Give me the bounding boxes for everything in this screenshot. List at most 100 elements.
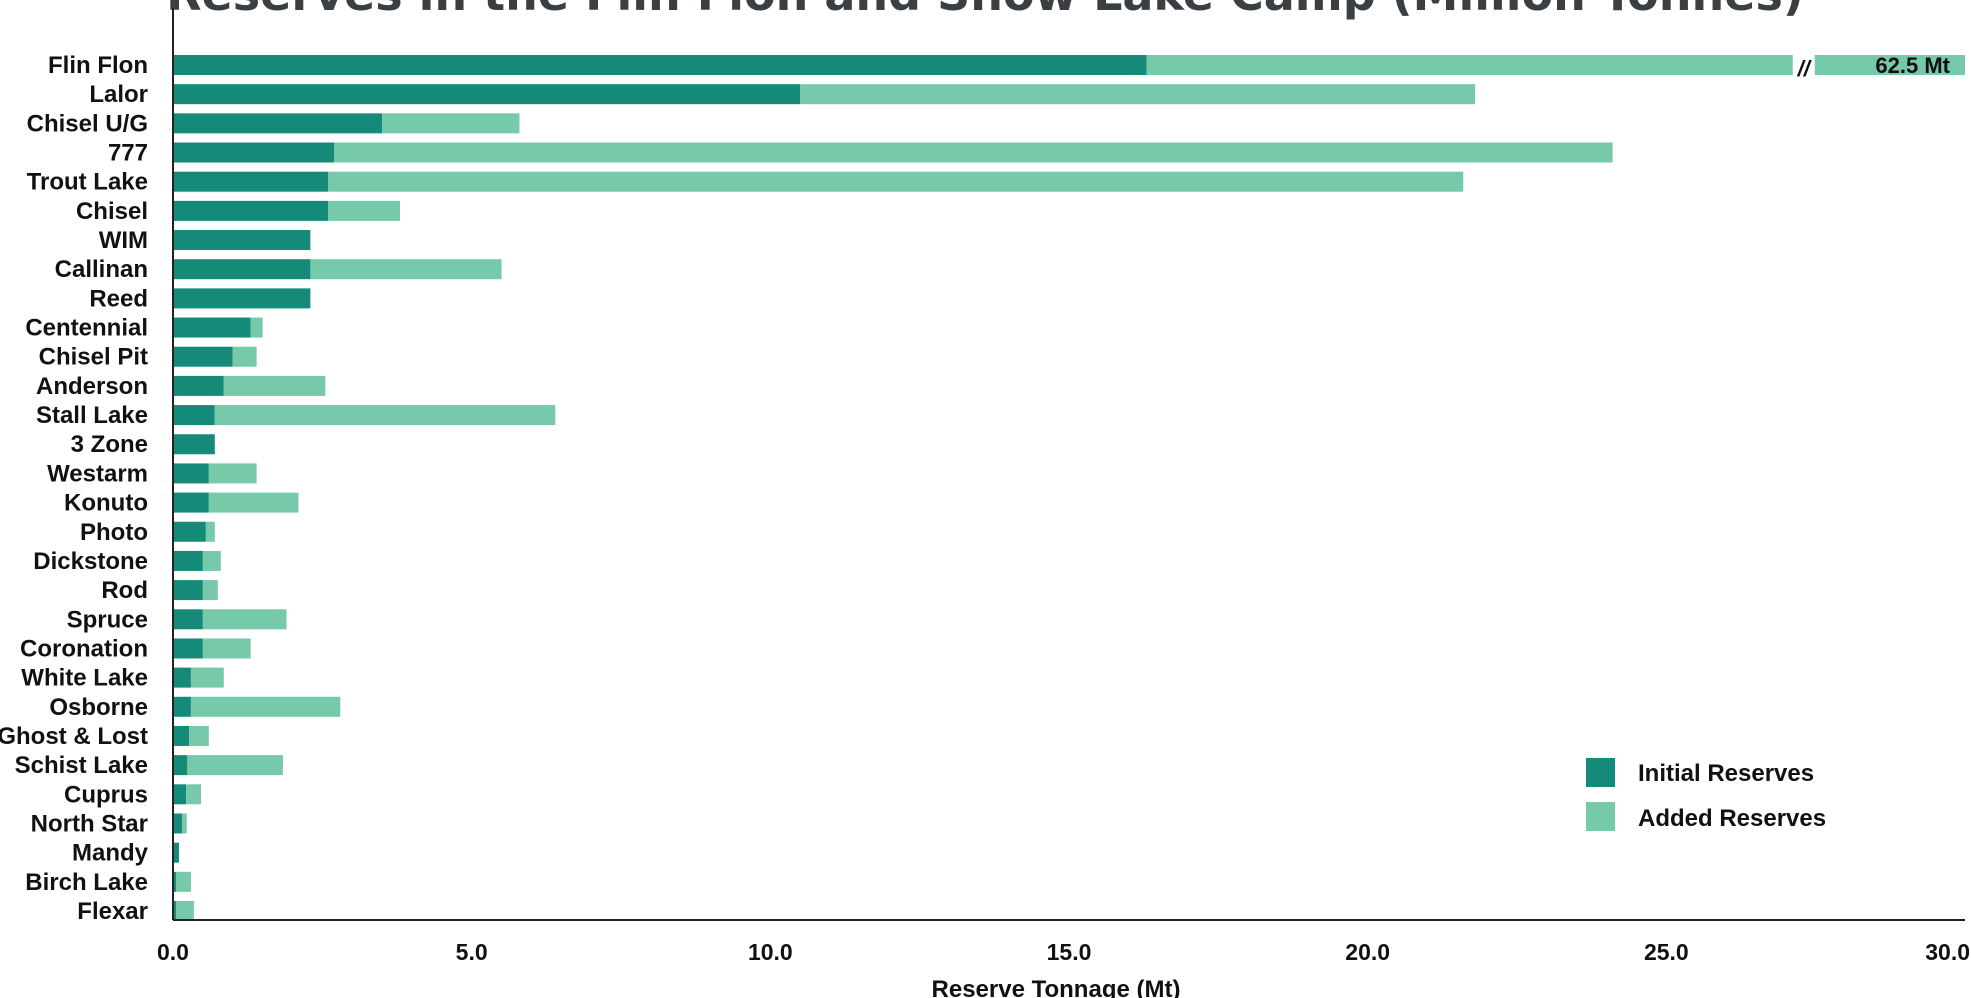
category-label-chisel-pit: Chisel Pit [39, 344, 148, 371]
bar-trout-lake-added [328, 171, 1464, 192]
bar-flexar-initial [173, 901, 176, 921]
bar-trout-lake-initial [173, 171, 329, 192]
chart-title: Reserves in the Flin Flon and Snow Lake … [166, 0, 1804, 21]
category-label-white-lake: White Lake [21, 665, 148, 692]
bar-mandy-initial [173, 842, 179, 863]
category-label-trout-lake: Trout Lake [27, 169, 148, 196]
bar-3-zone-initial [173, 434, 215, 455]
bar-osborne-initial [173, 696, 191, 717]
category-label-ghost-lost: Ghost & Lost [0, 723, 148, 750]
category-label-777: 777 [108, 140, 148, 167]
bar-ghost-lost-added [189, 725, 209, 746]
bar-centennial-added [250, 317, 263, 338]
bar-flin-flon-initial [173, 55, 1147, 75]
flin-flon-total-label: 62.5 Mt [1875, 53, 1950, 78]
category-label-reed: Reed [89, 285, 148, 312]
bar-konuto-added [208, 492, 299, 513]
category-label-cuprus: Cuprus [64, 781, 148, 808]
bar-dickstone-added [202, 550, 221, 571]
x-tick-label-1: 5.0 [456, 939, 488, 965]
bar-ghost-lost-initial [173, 725, 190, 746]
bar-photo-added [205, 521, 215, 542]
bar-chisel-u-g-added [382, 113, 520, 134]
x-axis-title: Reserve Tonnage (Mt) [932, 976, 1181, 998]
legend: Initial Reserves Added Reserves [1586, 758, 1826, 832]
bar-stall-lake-added [214, 405, 556, 426]
bar-lalor-added [800, 84, 1476, 105]
bar-dickstone-initial [173, 550, 203, 571]
bar-anderson-added [223, 375, 326, 396]
bar-callinan-initial [173, 259, 311, 280]
bar-schist-lake-initial [173, 755, 188, 776]
bar-osborne-added [190, 696, 341, 717]
category-label-centennial: Centennial [25, 315, 148, 342]
bar-konuto-initial [173, 492, 209, 513]
bar-flexar-added [175, 901, 194, 921]
bar-westarm-initial [173, 463, 209, 484]
legend-label-added: Added Reserves [1638, 805, 1826, 832]
bar-westarm-added [208, 463, 257, 484]
bar-777-initial [173, 142, 335, 163]
bar-coronation-initial [173, 638, 203, 659]
category-label-konuto: Konuto [64, 490, 148, 517]
bar-rod-initial [173, 580, 203, 601]
category-label-chisel: Chisel [76, 198, 148, 225]
bar-white-lake-added [190, 667, 224, 688]
legend-swatch-initial [1586, 758, 1615, 787]
category-label-spruce: Spruce [67, 606, 148, 633]
legend-swatch-added [1586, 802, 1615, 831]
category-label-mandy: Mandy [72, 840, 149, 867]
x-tick-label-5: 25.0 [1644, 939, 1689, 965]
category-label-north-star: North Star [31, 810, 148, 837]
category-label-westarm: Westarm [47, 460, 148, 487]
category-label-flexar: Flexar [77, 898, 148, 925]
bar-chisel-pit-initial [173, 346, 233, 367]
bar-coronation-added [202, 638, 251, 659]
bar-chisel-initial [173, 200, 329, 221]
category-label-anderson: Anderson [36, 373, 148, 400]
category-label-3-zone: 3 Zone [71, 431, 148, 458]
x-tick-label-2: 10.0 [748, 939, 793, 965]
bar-stall-lake-initial [173, 405, 215, 426]
x-tick-label-3: 15.0 [1047, 939, 1092, 965]
bar-north-star-added [181, 813, 187, 834]
category-label-photo: Photo [80, 519, 148, 546]
bar-lalor-initial [173, 84, 801, 105]
bar-white-lake-initial [173, 667, 191, 688]
x-tick-labels: 0.0 5.0 10.0 15.0 20.0 25.0 30.0 [157, 939, 1970, 965]
category-label-wim: WIM [99, 227, 148, 254]
break-annotation: // 62.5 Mt [1797, 53, 1951, 81]
category-label-flin-flon: Flin Flon [48, 52, 148, 79]
x-tick-label-4: 20.0 [1345, 939, 1390, 965]
break-symbol: // [1797, 56, 1813, 81]
bar-north-star-initial [173, 813, 182, 834]
x-tick-label-6: 30.0 [1925, 939, 1970, 965]
bar-chisel-u-g-initial [173, 113, 383, 134]
bar-anderson-initial [173, 375, 224, 396]
bars-group [173, 54, 1965, 921]
bar-photo-initial [173, 521, 206, 542]
bar-reed-initial [173, 288, 311, 309]
bar-cuprus-added [186, 784, 202, 805]
category-label-chisel-u-g: Chisel U/G [27, 110, 148, 137]
bar-flin-flon-added [1146, 55, 1965, 75]
bar-wim-initial [173, 230, 311, 251]
category-label-rod: Rod [101, 577, 148, 604]
bar-rod-added [202, 580, 218, 601]
bar-centennial-initial [173, 317, 251, 338]
x-tick-label-0: 0.0 [157, 939, 189, 965]
category-label-dickstone: Dickstone [33, 548, 148, 575]
category-label-osborne: Osborne [49, 694, 148, 721]
bar-birch-lake-added [175, 871, 191, 892]
bar-callinan-added [310, 259, 502, 280]
bar-cuprus-initial [173, 784, 187, 805]
bar-spruce-added [202, 609, 287, 630]
category-label-birch-lake: Birch Lake [25, 869, 148, 896]
category-label-stall-lake: Stall Lake [36, 402, 148, 429]
bar-777-added [334, 142, 1613, 163]
bar-spruce-initial [173, 609, 203, 630]
category-label-coronation: Coronation [20, 635, 148, 662]
bar-birch-lake-initial [173, 871, 176, 892]
